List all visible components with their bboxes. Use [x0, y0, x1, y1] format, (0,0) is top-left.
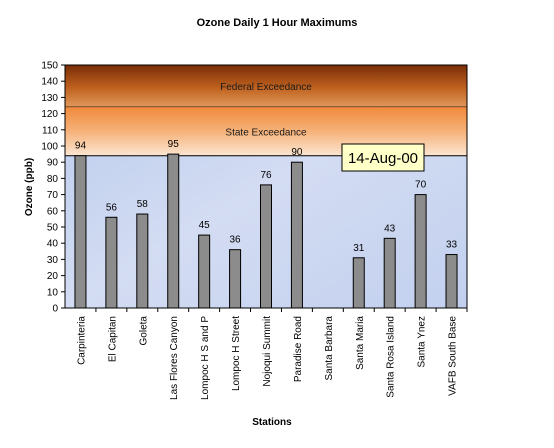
x-tick-label: VAFB South Base	[448, 316, 459, 396]
y-tick-label: 90	[47, 158, 59, 169]
x-tick-label: Carpinteria	[76, 316, 87, 365]
x-tick-label: Lompoc H Street	[231, 316, 242, 391]
y-tick-label: 40	[47, 239, 59, 250]
y-tick-label: 110	[42, 125, 58, 136]
x-tick-label: Santa Maria	[355, 316, 366, 370]
bar	[136, 213, 149, 309]
bar-value-label: 94	[75, 141, 87, 152]
bar	[383, 237, 396, 309]
bar	[167, 153, 180, 309]
x-tick-label: Paradise Road	[293, 316, 304, 382]
bar-value-label: 95	[168, 139, 180, 150]
bar	[74, 155, 87, 309]
bar	[445, 254, 458, 309]
y-axis-label: Ozone (ppb)	[24, 158, 35, 216]
band-label: State Exceedance	[225, 127, 307, 138]
bar	[105, 216, 118, 309]
bar-value-label: 76	[260, 170, 272, 181]
bar	[290, 161, 303, 309]
x-tick-label: Las Flores Canyon	[169, 316, 180, 400]
date-label: 14-Aug-00	[348, 150, 418, 167]
y-tick-label: 120	[41, 109, 58, 120]
y-tick-label: 80	[47, 174, 59, 185]
bar	[260, 184, 272, 309]
bar	[198, 234, 211, 309]
x-tick-label: Santa Rosa Island	[386, 316, 397, 398]
bar-value-label: 90	[291, 147, 303, 158]
bar-value-label: 58	[137, 199, 149, 210]
y-tick-label: 0	[52, 304, 58, 315]
y-tick-label: 50	[47, 223, 59, 234]
y-tick-label: 130	[41, 93, 58, 104]
x-tick-label: Lompoc H S and P	[200, 316, 211, 400]
date-annotation: 14-Aug-00	[341, 143, 425, 172]
bar	[229, 249, 242, 309]
exceedance-band	[65, 65, 467, 108]
y-tick-label: 150	[41, 61, 58, 72]
y-tick-label: 20	[47, 271, 59, 282]
bar	[414, 194, 427, 309]
band-label: Federal Exceedance	[220, 82, 312, 93]
bar-value-label: 43	[384, 223, 396, 234]
x-tick-label: Nojoqui Summit	[262, 316, 273, 387]
x-tick-label: Santa Ynez	[417, 316, 428, 368]
x-tick-label: El Capitan	[107, 316, 118, 362]
chart-title: Ozone Daily 1 Hour Maximums	[197, 17, 358, 29]
x-tick-label: Goleta	[138, 316, 149, 346]
y-tick-label: 100	[41, 142, 58, 153]
bar-value-label: 70	[415, 180, 427, 191]
y-tick-label: 140	[41, 77, 58, 88]
y-tick-label: 10	[47, 287, 59, 298]
y-tick-label: 70	[47, 190, 59, 201]
y-tick-label: 60	[47, 206, 59, 217]
x-axis-label: Stations	[252, 417, 292, 428]
x-tick-label: Santa Barbara	[324, 316, 335, 381]
bar-value-label: 56	[106, 202, 118, 213]
bar-value-label: 36	[230, 235, 242, 246]
bar-value-label: 45	[199, 220, 211, 231]
bar	[352, 257, 365, 309]
y-tick-label: 30	[47, 255, 59, 266]
bar-value-label: 31	[353, 243, 365, 254]
bar-value-label: 33	[446, 240, 458, 251]
date-box	[341, 143, 425, 172]
